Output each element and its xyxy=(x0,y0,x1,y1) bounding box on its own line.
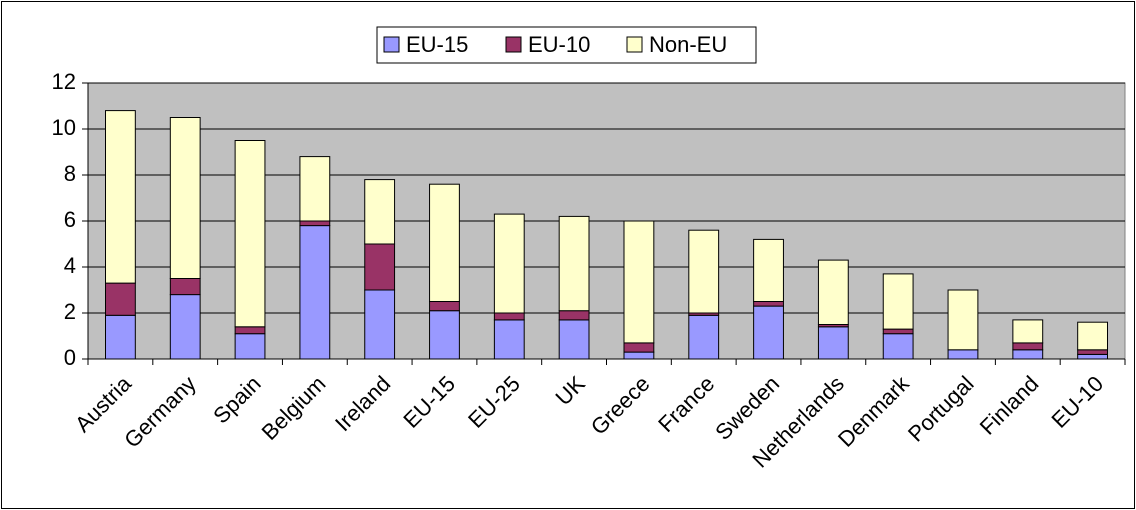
bar-segment xyxy=(623,220,655,344)
bar-segment xyxy=(493,213,525,314)
bar-segment xyxy=(688,314,720,360)
legend-label: EU-10 xyxy=(528,32,590,57)
bar-segment xyxy=(429,183,460,302)
y-tick-label: 8 xyxy=(64,161,76,186)
bar-segment xyxy=(688,229,720,314)
bar-segment xyxy=(299,220,331,227)
bar-segment xyxy=(1012,342,1044,351)
bar-segment xyxy=(169,294,201,360)
bar-segment xyxy=(623,342,655,353)
bar-segment xyxy=(1077,349,1109,355)
bar-segment xyxy=(817,326,849,360)
y-tick-label: 0 xyxy=(64,345,76,370)
bar-segment xyxy=(104,314,136,360)
bar-segment xyxy=(299,156,331,222)
bar-segment xyxy=(364,243,396,291)
legend-label: EU-15 xyxy=(406,32,468,57)
bar-segment xyxy=(1012,319,1044,344)
bar-segment xyxy=(753,238,784,302)
y-tick-label: 4 xyxy=(64,253,76,278)
bar-segment xyxy=(753,305,784,360)
y-tick-label: 2 xyxy=(64,299,76,324)
bar-segment xyxy=(234,140,266,328)
bar-segment xyxy=(104,110,136,284)
legend-swatch xyxy=(626,36,643,53)
bar-segment xyxy=(169,278,201,296)
legend-swatch xyxy=(505,36,522,53)
y-tick-label: 6 xyxy=(64,207,76,232)
bar-segment xyxy=(299,225,331,360)
legend-box xyxy=(376,26,757,64)
bar-segment xyxy=(753,301,784,307)
bar-segment xyxy=(882,333,914,360)
bar-segment xyxy=(1012,349,1044,360)
bar-segment xyxy=(558,319,590,360)
bar-segment xyxy=(169,117,201,279)
bar-segment xyxy=(1077,353,1109,360)
legend-label: Non-EU xyxy=(649,32,727,57)
bar-segment xyxy=(364,179,396,245)
bar-segment xyxy=(493,319,525,360)
bar-segment xyxy=(623,351,655,360)
bar-segment xyxy=(104,282,136,316)
bar-segment xyxy=(817,259,849,326)
bar-segment xyxy=(947,349,979,360)
bar-segment xyxy=(947,289,979,351)
bar-segment xyxy=(882,328,914,335)
bar-segment xyxy=(234,333,266,360)
bar-segment xyxy=(234,326,266,335)
legend-swatch xyxy=(383,36,400,53)
bar-segment xyxy=(364,289,396,360)
bar-segment xyxy=(882,273,914,330)
bar-segment xyxy=(429,301,460,312)
bar-segment xyxy=(493,312,525,321)
y-tick-label: 10 xyxy=(52,115,76,140)
y-tick-label: 12 xyxy=(52,69,76,94)
bar-segment xyxy=(558,310,590,321)
bar-segment xyxy=(429,310,460,360)
bar-segment xyxy=(1077,321,1109,351)
bar-segment xyxy=(558,215,590,312)
